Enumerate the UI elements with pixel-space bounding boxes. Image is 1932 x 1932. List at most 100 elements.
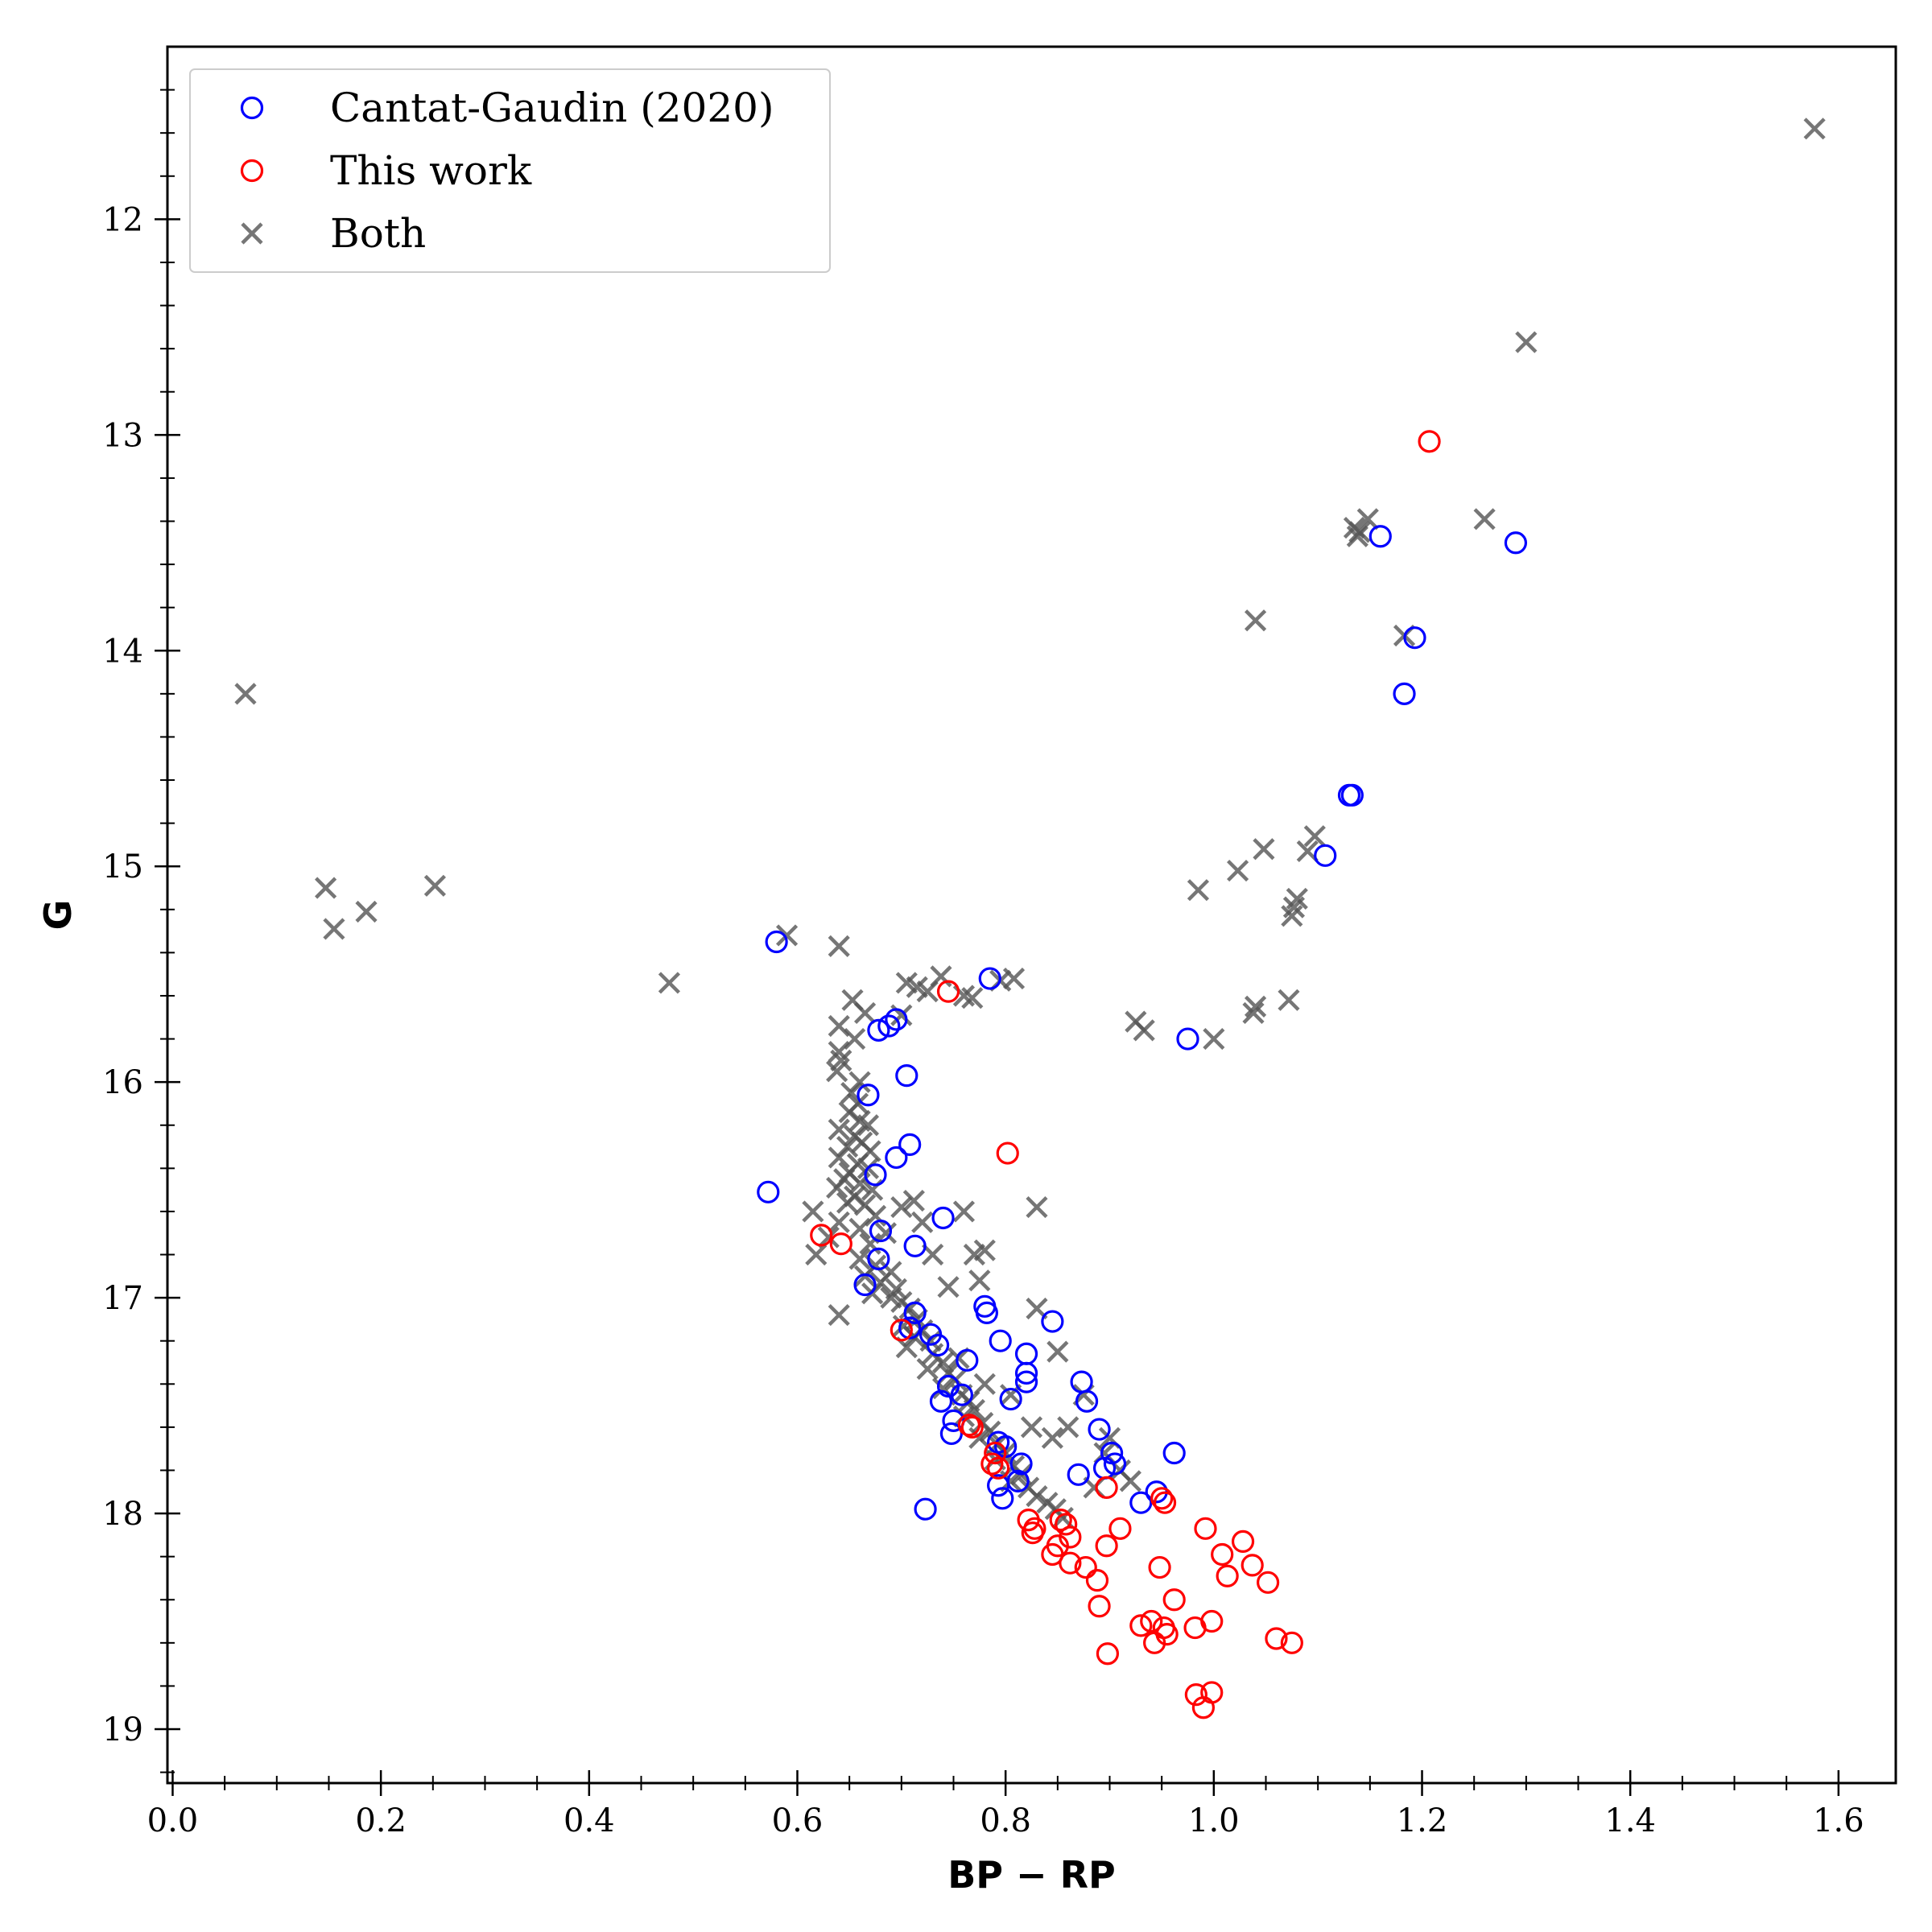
data-point-circle [895,1064,919,1088]
data-point-cross [968,1269,991,1292]
data-point-cross [1253,838,1275,861]
series-0 [757,525,1528,1521]
data-point-circle [1096,1642,1120,1666]
data-point-circle [1183,1616,1207,1640]
data-point-cross [961,987,984,1009]
data-point-circle [757,1180,780,1203]
data-points-layer [234,118,1826,1719]
data-point-cross [1346,525,1368,547]
data-point-circle [890,1319,913,1342]
data-point-circle [1184,1683,1208,1707]
data-point-circle [975,1301,998,1324]
y-tick-label: 15 [102,848,143,886]
data-point-cross [937,1276,960,1298]
data-point-circle [1256,1571,1280,1594]
data-point-cross [828,1118,850,1141]
data-point-circle [957,1414,980,1437]
data-point-cross [775,924,799,947]
data-point-circle [903,1234,927,1257]
data-point-circle [1140,1609,1163,1633]
data-point-circle [1014,1342,1038,1365]
data-point-cross [916,980,939,1003]
plot-frame [166,45,1897,1785]
data-point-circle [1075,1389,1099,1413]
data-point-cross [853,1001,877,1025]
data-point-circle [1265,1627,1288,1650]
y-tick-label: 12 [102,201,143,238]
data-point-cross [802,1200,824,1223]
data-point-circle [936,980,960,1003]
series-2 [234,118,1826,1530]
data-point-circle [1403,626,1426,650]
data-point-cross [1244,609,1267,632]
y-tick-label: 14 [102,633,143,670]
x-tick-label: 1.2 [1397,1802,1448,1839]
data-point-cross [916,1357,939,1381]
data-point-cross [1046,1340,1069,1363]
data-point-circle [987,1474,1010,1497]
data-point-cross [1041,1426,1063,1449]
data-point-cross [979,1420,1001,1443]
data-point-cross [828,935,850,957]
data-point-circle [1148,1555,1171,1579]
x-tick-label: 0.2 [355,1802,407,1839]
legend-item: This work [240,147,532,194]
data-point-circle [991,1487,1014,1510]
data-point-cross [1133,1019,1155,1042]
data-point-circle [1129,1491,1153,1514]
data-point-circle [1129,1614,1153,1637]
data-point-cross [1020,1416,1043,1439]
data-point-circle [1074,1555,1097,1579]
data-point-cross [1515,331,1538,353]
legend-label: Cantat-Gaudin (2020) [330,85,774,131]
data-point-circle [885,1008,908,1031]
data-point-circle [950,1383,973,1406]
data-point-circle [1418,430,1441,453]
data-point-cross [836,1191,859,1214]
data-point-cross [1473,508,1496,530]
x-tick-label: 0.8 [980,1802,1031,1839]
data-point-cross [1026,1195,1048,1219]
data-point-cross [1356,508,1379,530]
data-point-circle [978,967,1001,990]
data-point-circle [996,1141,1019,1165]
data-point-cross [1057,1416,1080,1439]
data-point-circle [980,1452,1004,1476]
data-point-circle [1211,1542,1234,1567]
x-tick-label: 0.6 [772,1802,824,1839]
x-tick-label: 0.0 [147,1802,199,1839]
legend-circle-marker [240,96,264,120]
data-point-circle [1041,1542,1064,1567]
data-point-circle [857,1084,880,1107]
data-point-circle [867,1247,890,1270]
data-point-cross [902,1189,925,1212]
legend-cross-marker [241,222,263,245]
data-point-circle [1191,1696,1216,1719]
data-point-cross [805,1243,828,1266]
data-point-cross [234,683,257,705]
data-point-circle [956,1348,979,1372]
data-point-circle [914,1497,937,1521]
data-point-circle [1088,1595,1111,1618]
series-1 [810,430,1441,1719]
data-point-cross [890,1195,913,1219]
data-point-cross [848,1217,871,1240]
data-point-circle [853,1273,877,1297]
x-tick-label: 1.4 [1604,1802,1656,1839]
data-point-cross [952,1200,976,1223]
data-point-cross [1281,905,1303,927]
data-point-circle [1150,1487,1174,1510]
data-point-cross [973,1239,996,1261]
y-tick-label: 16 [102,1064,143,1101]
data-point-cross [1296,840,1319,863]
data-point-cross [826,1060,848,1083]
legend-circle-marker [240,159,264,183]
data-point-cross [826,1176,848,1199]
data-point-circle [869,1219,893,1243]
data-point-circle [1153,1491,1177,1514]
data-point-cross [1203,1027,1225,1051]
data-point-circle [999,1387,1022,1411]
data-point-circle [1314,844,1337,867]
data-point-cross [658,972,680,994]
